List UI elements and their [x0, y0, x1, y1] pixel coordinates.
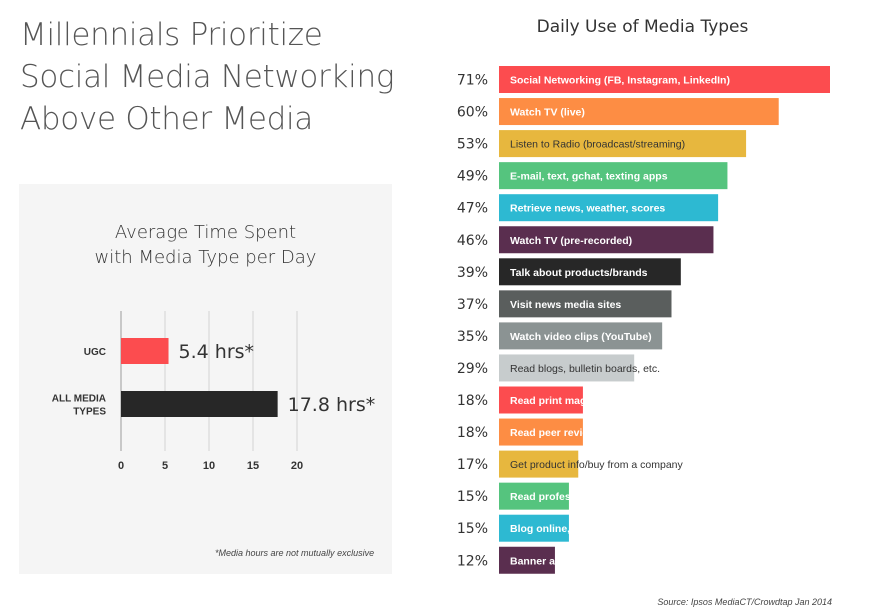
- daily-value-label: 35%: [457, 329, 488, 345]
- time-value-label: 17.8 hrs*: [288, 394, 376, 416]
- daily-use-chart: 71% Social Networking (FB, Instagram, Lin…: [457, 66, 830, 574]
- daily-bar: [499, 514, 569, 542]
- daily-bar: [499, 226, 714, 254]
- daily-value-label: 71%: [457, 73, 488, 89]
- daily-bar: [499, 258, 681, 286]
- daily-value-label: 49%: [457, 169, 488, 185]
- daily-bar-label: Social Networking (FB, Instagram, Linked…: [510, 75, 730, 87]
- time-spent-chart: 0 5 10 15 20 UGC 5.4 hrs* ALL MEDIA TYPES 17.8 hr…: [52, 311, 376, 472]
- time-bar: [121, 338, 169, 364]
- time-tick-label: 0: [118, 460, 124, 472]
- daily-value-label: 46%: [457, 233, 488, 249]
- headline: Millennials Prioritize Social Media Netw…: [20, 14, 420, 140]
- daily-bar: [499, 130, 747, 158]
- daily-value-label: 18%: [457, 425, 488, 441]
- daily-bar: [499, 98, 779, 126]
- daily-bar-label: E-mail, text, gchat, texting apps: [510, 171, 668, 183]
- daily-bar-label: Visit news media sites: [510, 299, 621, 311]
- time-spent-title: Average Time Spent with Media Type per D…: [19, 220, 392, 270]
- daily-bar: [499, 386, 583, 414]
- daily-bar-label: Banner ad: [510, 555, 561, 567]
- time-category-label: ALL MEDIA: [52, 394, 106, 405]
- time-tick-label: 15: [247, 460, 259, 472]
- daily-value-label: 37%: [457, 297, 488, 313]
- source-note: Source: Ipsos MediaCT/Crowdtap Jan 2014: [657, 597, 832, 607]
- daily-bar: [499, 194, 719, 222]
- daily-bar-label: Read profesional reviews (CNET): [510, 491, 675, 503]
- daily-bar: [499, 546, 555, 574]
- daily-bar: [499, 482, 569, 510]
- daily-bar: [499, 418, 583, 446]
- daily-value-label: 60%: [457, 105, 488, 121]
- daily-bar-label: Talk about products/brands: [510, 267, 648, 279]
- daily-value-label: 29%: [457, 361, 488, 377]
- daily-bar: [499, 66, 830, 93]
- daily-value-label: 15%: [457, 489, 488, 505]
- daily-bar: [499, 162, 728, 190]
- headline-line-1: Millennials Prioritize: [20, 17, 323, 53]
- headline-line-3: Above Other Media: [20, 101, 314, 137]
- daily-bar: [499, 290, 672, 318]
- daily-value-label: 47%: [457, 201, 488, 217]
- daily-value-label: 53%: [457, 137, 488, 153]
- time-tick-label: 20: [291, 460, 303, 472]
- daily-value-label: 15%: [457, 521, 488, 537]
- daily-bar-label: Read peer reviews (epinions): [510, 427, 655, 439]
- daily-value-label: 12%: [457, 553, 488, 569]
- time-spent-title-line-2: with Media Type per Day: [94, 247, 317, 268]
- daily-bar-label: Read print magazines or newspapers: [510, 395, 696, 407]
- daily-value-label: 17%: [457, 457, 488, 473]
- time-bar: [121, 391, 278, 417]
- daily-bar-label: Watch video clips (YouTube): [510, 331, 652, 343]
- daily-value-label: 18%: [457, 393, 488, 409]
- time-value-label: 5.4 hrs*: [179, 341, 255, 363]
- daily-bar-label: Watch TV (pre-recorded): [510, 235, 632, 247]
- daily-bar-label: Listen to Radio (broadcast/streaming): [510, 139, 685, 151]
- footnote: *Media hours are not mutually exclusive: [215, 548, 375, 558]
- daily-bar: [499, 450, 579, 478]
- daily-bar: [499, 354, 635, 382]
- time-tick-label: 10: [203, 460, 215, 472]
- daily-bar-label: Watch TV (live): [510, 107, 585, 119]
- daily-bar-label: Get product info/buy from a company: [510, 459, 684, 471]
- daily-bar-label: Blog online, post to bulletin boards: [510, 523, 686, 535]
- time-category-label: TYPES: [73, 407, 106, 418]
- time-tick-label: 5: [162, 460, 168, 472]
- daily-bar-label: Retrieve news, weather, scores: [510, 203, 665, 215]
- time-spent-panel: Average Time Spent with Media Type per D…: [19, 184, 392, 574]
- time-spent-title-line-1: Average Time Spent: [114, 222, 297, 243]
- daily-bar: [499, 322, 663, 350]
- time-category-label: UGC: [84, 347, 106, 358]
- daily-bar-label: Read blogs, bulletin boards, etc.: [510, 363, 660, 375]
- daily-value-label: 39%: [457, 265, 488, 281]
- headline-line-2: Social Media Networking: [20, 59, 395, 95]
- daily-use-title: Daily Use of Media Types: [536, 17, 749, 37]
